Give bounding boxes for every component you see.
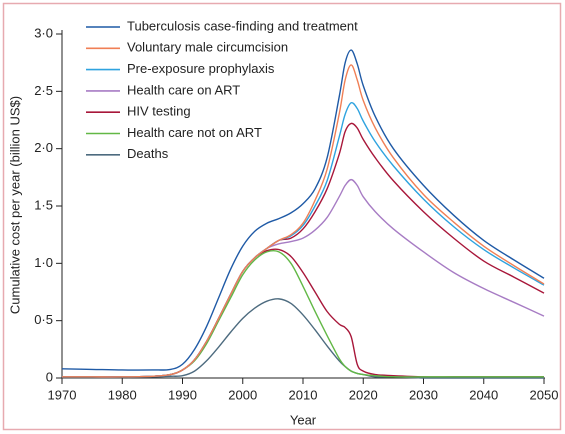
legend-label: Health care not on ART xyxy=(127,125,262,140)
y-tick-label: 1·0 xyxy=(34,255,53,270)
series-line xyxy=(62,178,545,378)
series-line xyxy=(61,49,545,371)
legend-label: Tuberculosis case-finding and treatment xyxy=(127,18,358,33)
legend-label: Health care on ART xyxy=(127,82,240,97)
x-tick-label: 1980 xyxy=(108,387,137,402)
legend-label: Pre-exposure prophylaxis xyxy=(127,61,275,76)
y-tick-label: 0 xyxy=(46,369,53,384)
y-tick-label: 2·0 xyxy=(34,140,53,155)
legend-label: Voluntary male circumcision xyxy=(127,40,288,55)
y-axis-label: Cumulative cost per year (billion US$) xyxy=(7,96,22,314)
x-tick-label: 2030 xyxy=(409,387,438,402)
x-tick-label: 1990 xyxy=(168,387,197,402)
x-axis-label: Year xyxy=(290,412,317,427)
x-tick-label: 1970 xyxy=(48,387,77,402)
x-tick-label: 2020 xyxy=(349,387,378,402)
y-tick-label: 2·5 xyxy=(34,83,53,98)
series-line xyxy=(62,248,544,378)
x-tick-label: 2040 xyxy=(469,387,498,402)
series-line xyxy=(62,101,545,378)
series-line xyxy=(62,122,545,378)
y-tick-label: 0·5 xyxy=(34,312,53,327)
legend-label: HIV testing xyxy=(127,104,191,119)
legend-label: Deaths xyxy=(127,146,169,161)
x-tick-label: 2050 xyxy=(530,387,559,402)
series-line xyxy=(62,298,544,379)
x-tick-label: 2000 xyxy=(228,387,257,402)
x-tick-label: 2010 xyxy=(289,387,318,402)
y-tick-label: 3·0 xyxy=(34,25,53,40)
series-line xyxy=(62,249,544,378)
y-tick-label: 1·5 xyxy=(34,197,53,212)
series-line xyxy=(62,64,545,378)
frame xyxy=(2,2,562,431)
